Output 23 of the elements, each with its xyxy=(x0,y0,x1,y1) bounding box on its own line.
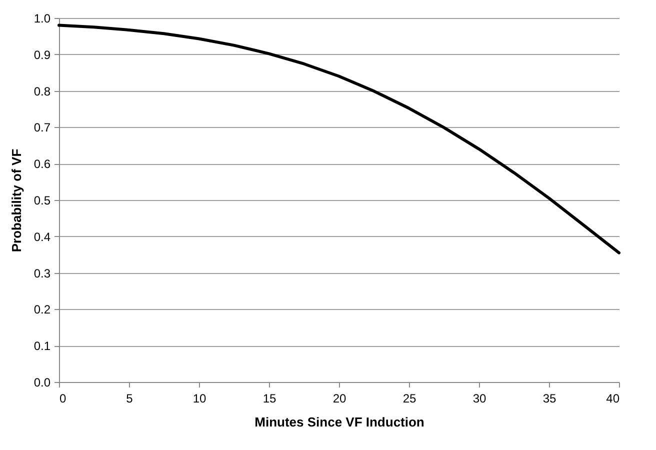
x-tick-label: 35 xyxy=(542,392,556,406)
y-tick-label: 1.0 xyxy=(34,12,51,26)
y-tick-label: 0.0 xyxy=(34,376,51,390)
y-tick-label: 0.3 xyxy=(34,266,51,280)
y-tick-label: 0.6 xyxy=(34,157,51,172)
y-tick-label: 0.9 xyxy=(34,48,51,62)
x-tick-label: 5 xyxy=(126,392,134,406)
y-tick-label: 0.1 xyxy=(34,339,51,354)
x-tick-label: 20 xyxy=(332,392,346,406)
x-tick-label: 30 xyxy=(472,392,486,406)
x-tick-label: 25 xyxy=(402,392,416,406)
y-tick-label: 0.5 xyxy=(34,194,51,208)
x-tick-label: 0 xyxy=(60,392,66,406)
y-tick-label: 0.7 xyxy=(34,120,51,135)
line-series xyxy=(58,24,620,254)
y-tick-label: 0.4 xyxy=(34,230,51,244)
x-tick-label: 40 xyxy=(606,392,620,406)
x-tick-label: 15 xyxy=(262,392,276,406)
y-tick-label: 0.8 xyxy=(34,84,51,98)
y-tick-label: 0.2 xyxy=(34,302,51,317)
y-axis-title: Probability of VF xyxy=(8,148,24,252)
x-axis-title: Minutes Since VF Induction xyxy=(254,414,424,430)
x-tick-label: 10 xyxy=(192,392,206,406)
